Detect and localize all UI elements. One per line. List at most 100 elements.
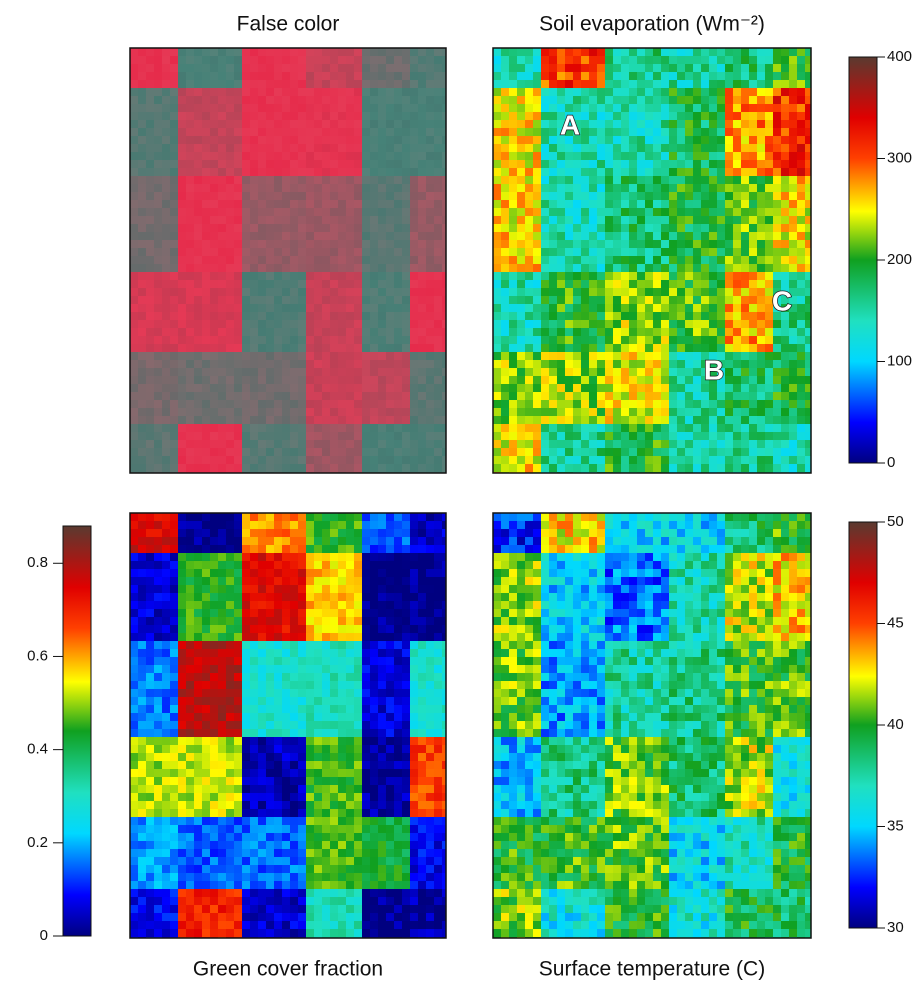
map-pixel: [282, 320, 290, 328]
map-pixel: [597, 232, 605, 240]
map-pixel: [426, 200, 434, 208]
map-pixel: [306, 432, 314, 440]
map-pixel: [717, 304, 725, 312]
map-pixel: [282, 424, 290, 432]
map-pixel: [541, 304, 549, 312]
map-pixel: [709, 136, 717, 144]
map-pixel: [218, 464, 226, 472]
map-pixel: [306, 304, 314, 312]
map-pixel: [178, 416, 186, 424]
map-pixel: [573, 224, 581, 232]
map-pixel: [605, 280, 613, 288]
map-pixel: [234, 416, 242, 424]
map-pixel: [242, 408, 250, 416]
map-pixel: [565, 464, 573, 472]
map-pixel: [362, 633, 370, 641]
map-pixel: [162, 625, 170, 633]
map-pixel: [194, 48, 202, 56]
map-pixel: [565, 80, 573, 88]
map-pixel: [410, 464, 418, 472]
map-pixel: [250, 264, 258, 272]
map-pixel: [386, 328, 394, 336]
map-pixel: [685, 280, 693, 288]
map-pixel: [234, 248, 242, 256]
map-pixel: [797, 416, 805, 424]
map-pixel: [629, 360, 637, 368]
map-pixel: [493, 272, 501, 280]
map-pixel: [410, 609, 418, 617]
map-pixel: [370, 392, 378, 400]
map-pixel: [266, 392, 274, 400]
map-pixel: [210, 88, 218, 96]
map-pixel: [298, 529, 306, 537]
map-pixel: [234, 625, 242, 633]
map-pixel: [186, 513, 194, 521]
map-pixel: [653, 344, 661, 352]
map-pixel: [370, 352, 378, 360]
map-pixel: [693, 144, 701, 152]
map-pixel: [773, 208, 781, 216]
map-pixel: [629, 80, 637, 88]
map-pixel: [402, 80, 410, 88]
map-pixel: [418, 200, 426, 208]
map-pixel: [370, 168, 378, 176]
map-pixel: [218, 416, 226, 424]
map-pixel: [541, 320, 549, 328]
map-pixel: [621, 280, 629, 288]
map-pixel: [426, 96, 434, 104]
map-pixel: [410, 569, 418, 577]
map-pixel: [234, 601, 242, 609]
map-pixel: [573, 144, 581, 152]
map-pixel: [581, 176, 589, 184]
map-pixel: [725, 312, 733, 320]
map-pixel: [557, 80, 565, 88]
map-pixel: [338, 240, 346, 248]
map-pixel: [597, 248, 605, 256]
map-pixel: [434, 96, 442, 104]
map-pixel: [250, 352, 258, 360]
map-pixel: [242, 248, 250, 256]
map-pixel: [330, 152, 338, 160]
map-pixel: [717, 248, 725, 256]
map-pixel: [138, 256, 146, 264]
map-pixel: [805, 352, 811, 360]
map-pixel: [733, 88, 741, 96]
map-pixel: [346, 336, 354, 344]
map-pixel: [501, 160, 509, 168]
map-pixel: [162, 96, 170, 104]
map-pixel: [805, 328, 811, 336]
map-pixel: [677, 440, 685, 448]
map-pixel: [541, 288, 549, 296]
map-pixel: [653, 200, 661, 208]
map-pixel: [290, 424, 298, 432]
map-pixel: [282, 304, 290, 312]
map-pixel: [258, 248, 266, 256]
map-pixel: [258, 440, 266, 448]
map-pixel: [709, 264, 717, 272]
map-pixel: [573, 48, 581, 56]
map-pixel: [394, 376, 402, 384]
map-pixel: [282, 240, 290, 248]
map-pixel: [597, 168, 605, 176]
map-pixel: [322, 432, 330, 440]
map-pixel: [773, 120, 781, 128]
map-pixel: [645, 464, 653, 472]
map-pixel: [394, 112, 402, 120]
map-pixel: [709, 448, 717, 456]
map-pixel: [138, 136, 146, 144]
map-pixel: [338, 416, 346, 424]
map-pixel: [757, 64, 765, 72]
map-pixel: [282, 216, 290, 224]
map-pixel: [797, 72, 805, 80]
map-pixel: [250, 176, 258, 184]
map-pixel: [541, 168, 549, 176]
map-pixel: [298, 456, 306, 464]
map-pixel: [386, 128, 394, 136]
map-pixel: [525, 264, 533, 272]
map-pixel: [605, 440, 613, 448]
map-pixel: [322, 72, 330, 80]
map-pixel: [597, 136, 605, 144]
map-pixel: [354, 561, 362, 569]
map-pixel: [757, 120, 765, 128]
map-pixel: [314, 513, 322, 521]
